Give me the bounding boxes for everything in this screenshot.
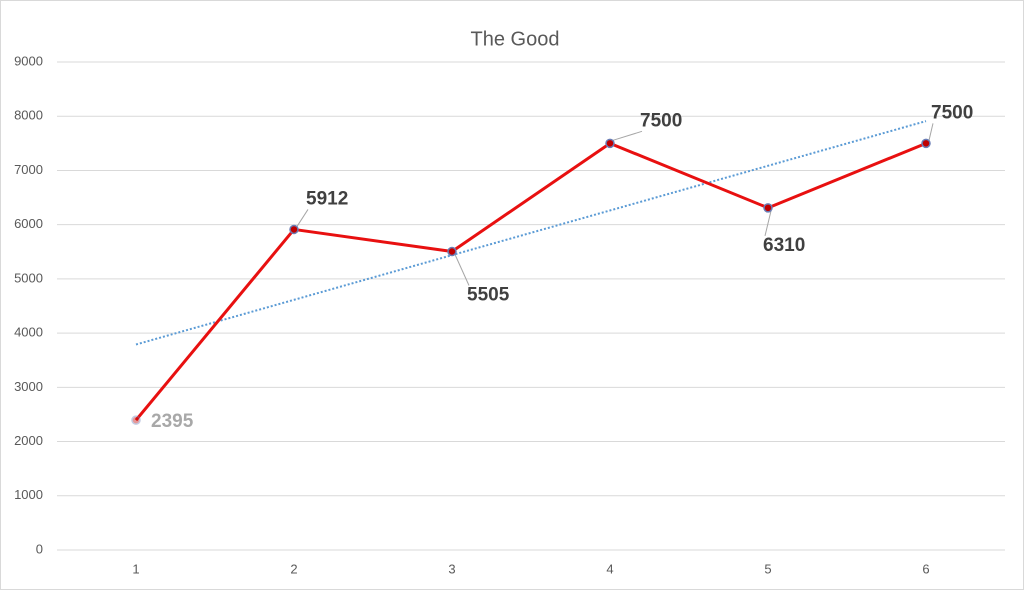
y-tick-label: 2000 bbox=[14, 433, 43, 448]
data-label: 7500 bbox=[640, 110, 682, 131]
y-tick-label: 1000 bbox=[14, 487, 43, 502]
y-tick-label: 7000 bbox=[14, 162, 43, 177]
leader-line bbox=[612, 130, 643, 141]
series-line bbox=[134, 141, 927, 422]
data-label: 7500 bbox=[931, 102, 973, 123]
x-tick-label: 2 bbox=[290, 561, 297, 576]
x-tick-label: 1 bbox=[132, 561, 139, 576]
y-tick-label: 9000 bbox=[14, 53, 43, 68]
data-point bbox=[289, 224, 299, 235]
data-point bbox=[447, 246, 457, 257]
y-tick-label: 6000 bbox=[14, 216, 43, 231]
data-label: 5505 bbox=[467, 285, 510, 306]
x-tick-label: 6 bbox=[922, 561, 929, 576]
y-tick-label: 3000 bbox=[14, 379, 43, 394]
leader-line bbox=[764, 210, 772, 236]
data-label: 6310 bbox=[763, 235, 805, 256]
y-tick-label: 0 bbox=[36, 541, 43, 556]
data-point bbox=[763, 203, 773, 213]
data-point bbox=[921, 138, 931, 149]
data-point bbox=[605, 138, 615, 149]
data-label: 5912 bbox=[306, 188, 348, 209]
trendline bbox=[135, 120, 927, 346]
y-tick-label: 4000 bbox=[14, 325, 43, 340]
chart-title: The Good bbox=[471, 28, 560, 50]
y-tick-label: 8000 bbox=[14, 108, 43, 123]
data-point bbox=[131, 415, 141, 425]
x-tick-label: 3 bbox=[448, 561, 455, 576]
leader-line bbox=[454, 254, 470, 286]
leader-line bbox=[296, 209, 309, 227]
data-label: 2395 bbox=[151, 411, 194, 432]
leader-line bbox=[928, 123, 934, 141]
x-tick-label: 4 bbox=[606, 561, 613, 576]
x-tick-label: 5 bbox=[764, 561, 771, 576]
y-tick-label: 5000 bbox=[14, 270, 43, 285]
